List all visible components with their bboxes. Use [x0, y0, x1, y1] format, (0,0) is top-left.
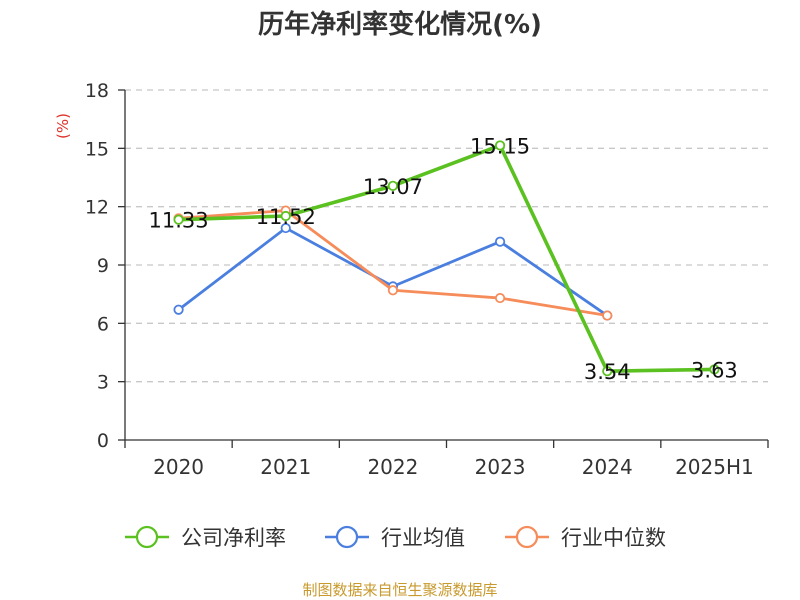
data-point[interactable]	[602, 310, 613, 321]
x-tick-label: 2021	[260, 455, 311, 479]
data-point[interactable]	[494, 292, 506, 304]
data-point[interactable]	[280, 222, 291, 234]
series-lines	[173, 140, 720, 377]
legend-label: 行业中位数	[561, 526, 666, 550]
source-note: 制图数据来自恒生聚源数据库	[302, 581, 497, 599]
x-tick-label: 2020	[153, 455, 204, 479]
x-tick-label: 2023	[475, 455, 526, 479]
series-line	[178, 143, 715, 373]
legend-marker	[515, 525, 539, 549]
data-point[interactable]	[387, 180, 399, 191]
legend-item[interactable]: 公司净利率	[125, 525, 286, 550]
data-label: 3.54	[584, 360, 631, 384]
y-tick-label: 6	[97, 313, 109, 335]
legend-item[interactable]: 行业均值	[325, 525, 465, 550]
y-tick-label: 0	[97, 430, 109, 452]
data-labels: 11.33 11.52 13.07 15.15 3.54 3.63	[149, 134, 738, 384]
data-label: 11.33	[149, 209, 209, 233]
legend-item[interactable]: 行业中位数	[505, 525, 666, 550]
y-tick-label: 3	[97, 372, 109, 394]
data-point[interactable]	[173, 304, 184, 315]
x-tick-label: 2025H1	[675, 455, 754, 479]
legend-marker	[335, 525, 359, 549]
data-point[interactable]	[494, 236, 506, 247]
data-point[interactable]	[602, 366, 613, 377]
data-point[interactable]	[387, 285, 399, 296]
data-label: 3.63	[691, 358, 738, 382]
data-label: 15.15	[470, 134, 530, 158]
grid-lines	[125, 89, 768, 383]
chart-title: 历年净利率变化情况(%)	[258, 9, 542, 40]
y-tick-label: 9	[97, 255, 109, 277]
axes	[118, 89, 769, 448]
data-point[interactable]	[173, 214, 184, 225]
y-tick-label: 18	[85, 80, 109, 102]
legend-label: 行业均值	[381, 526, 465, 550]
tick-labels: 0 3 6 9 12 15 18 2020 2021 2022 2023 2024 2025H1	[85, 80, 754, 479]
y-axis-unit-label: (%)	[54, 113, 72, 139]
data-label: 11.52	[256, 205, 316, 229]
y-tick-label: 15	[85, 138, 109, 160]
x-tick-label: 2024	[582, 455, 633, 479]
legend-label: 公司净利率	[181, 526, 286, 550]
data-point[interactable]	[709, 364, 720, 375]
y-tick-label: 12	[85, 197, 109, 219]
legend[interactable]: 公司净利率 行业均值 行业中位数	[125, 525, 666, 550]
series-line	[178, 209, 608, 317]
data-label: 13.07	[363, 175, 423, 199]
series-line	[177, 226, 609, 317]
series-0	[173, 140, 720, 377]
data-point[interactable]	[494, 140, 506, 151]
x-tick-label: 2022	[367, 455, 418, 479]
legend-marker	[135, 525, 159, 549]
data-point[interactable]	[280, 210, 291, 222]
